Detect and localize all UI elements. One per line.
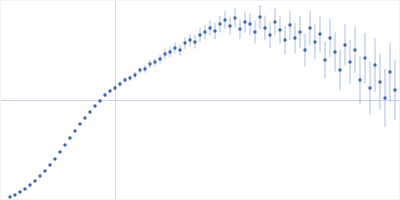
point bbox=[173, 46, 176, 49]
point bbox=[178, 48, 181, 51]
error-bars bbox=[10, 5, 395, 198]
point bbox=[148, 62, 151, 65]
point bbox=[128, 76, 131, 79]
point bbox=[88, 110, 91, 113]
point bbox=[138, 68, 141, 71]
point bbox=[63, 143, 66, 146]
point bbox=[363, 56, 366, 59]
point bbox=[348, 60, 351, 63]
point bbox=[233, 16, 236, 19]
x-axis bbox=[1, 0, 400, 200]
point bbox=[8, 195, 11, 198]
point bbox=[38, 174, 41, 177]
point bbox=[268, 33, 271, 36]
point bbox=[243, 20, 246, 23]
point bbox=[368, 86, 371, 89]
point bbox=[383, 96, 386, 99]
point bbox=[258, 15, 261, 18]
point bbox=[353, 48, 356, 51]
point bbox=[208, 26, 211, 29]
point bbox=[288, 23, 291, 26]
point bbox=[213, 29, 216, 32]
point bbox=[198, 33, 201, 36]
point bbox=[103, 93, 106, 96]
point bbox=[193, 40, 196, 43]
y-axis bbox=[0, 1, 400, 200]
point bbox=[58, 150, 61, 153]
point bbox=[308, 26, 311, 29]
point bbox=[93, 104, 96, 107]
point bbox=[278, 28, 281, 31]
point bbox=[343, 43, 346, 46]
point bbox=[168, 50, 171, 53]
point bbox=[153, 60, 156, 63]
point bbox=[43, 169, 46, 172]
point bbox=[393, 88, 396, 91]
point bbox=[303, 48, 306, 51]
point bbox=[328, 36, 331, 39]
point bbox=[68, 136, 71, 139]
point bbox=[338, 68, 341, 71]
point bbox=[143, 67, 146, 70]
marks bbox=[8, 5, 396, 199]
point bbox=[218, 22, 221, 25]
y-tick bbox=[0, 100, 400, 101]
point bbox=[53, 157, 56, 160]
plot-frame bbox=[1, 1, 400, 200]
point bbox=[98, 99, 101, 102]
point bbox=[73, 129, 76, 132]
point bbox=[123, 78, 126, 81]
point bbox=[298, 30, 301, 33]
chart bbox=[0, 0, 400, 200]
point bbox=[238, 27, 241, 30]
y-grid-line bbox=[0, 100, 400, 101]
point bbox=[18, 190, 21, 193]
point bbox=[78, 122, 81, 125]
point bbox=[318, 32, 321, 35]
point bbox=[248, 22, 251, 25]
point bbox=[283, 38, 286, 41]
point bbox=[358, 78, 361, 81]
point bbox=[83, 116, 86, 119]
point bbox=[228, 24, 231, 27]
point bbox=[108, 89, 111, 92]
plot bbox=[0, 0, 400, 200]
point bbox=[273, 20, 276, 23]
point bbox=[313, 40, 316, 43]
point bbox=[263, 26, 266, 29]
point bbox=[33, 179, 36, 182]
point bbox=[183, 41, 186, 44]
point bbox=[333, 50, 336, 53]
point bbox=[203, 30, 206, 33]
point bbox=[118, 82, 121, 85]
point bbox=[378, 80, 381, 83]
point bbox=[163, 52, 166, 55]
points bbox=[8, 15, 396, 198]
point bbox=[28, 183, 31, 186]
point bbox=[13, 193, 16, 196]
point bbox=[293, 36, 296, 39]
point bbox=[253, 30, 256, 33]
point bbox=[113, 86, 116, 89]
point bbox=[158, 57, 161, 60]
point bbox=[323, 58, 326, 61]
point bbox=[373, 63, 376, 66]
point bbox=[23, 187, 26, 190]
point bbox=[223, 18, 226, 21]
point bbox=[388, 70, 391, 73]
point bbox=[133, 73, 136, 76]
point bbox=[48, 163, 51, 166]
point bbox=[188, 38, 191, 41]
